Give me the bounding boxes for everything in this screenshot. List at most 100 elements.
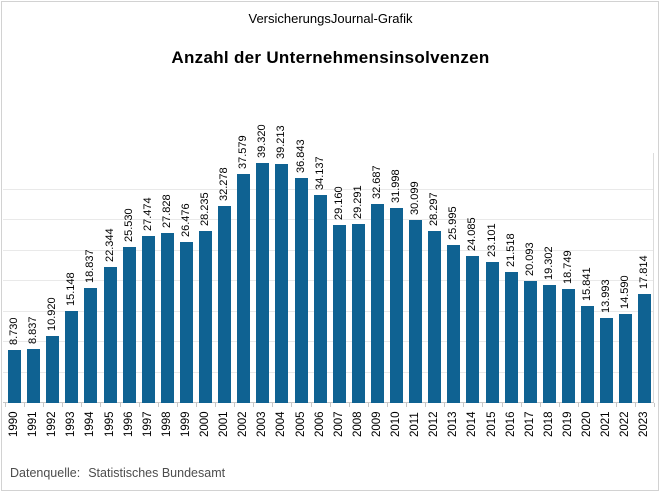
x-axis-tick bbox=[635, 403, 637, 407]
x-axis-label-2015: 2015 bbox=[485, 411, 498, 437]
bar-value-label-2001: 32.278 bbox=[218, 167, 231, 202]
gridline-20000 bbox=[3, 280, 654, 282]
x-axis-tick bbox=[329, 403, 331, 407]
gridline-30000 bbox=[3, 219, 654, 221]
x-axis-tick bbox=[520, 403, 522, 407]
bar-2000 bbox=[199, 230, 212, 403]
bar-2018 bbox=[542, 285, 556, 403]
bar-2022 bbox=[619, 314, 633, 403]
x-axis-label-2018: 2018 bbox=[542, 411, 555, 437]
x-axis-tick bbox=[597, 403, 599, 407]
x-axis-tick bbox=[444, 403, 446, 407]
bar-2013 bbox=[447, 244, 461, 403]
x-axis-label-2004: 2004 bbox=[275, 411, 288, 437]
x-axis-label-2003: 2003 bbox=[256, 411, 269, 437]
x-axis-tick bbox=[215, 403, 217, 407]
x-axis-label-2016: 2016 bbox=[504, 411, 517, 437]
bar-1992 bbox=[46, 336, 60, 403]
bar-2001 bbox=[218, 206, 232, 403]
x-axis-label-2014: 2014 bbox=[466, 411, 479, 437]
bar-value-label-2015: 23.101 bbox=[485, 223, 498, 258]
bar-2015 bbox=[485, 262, 499, 403]
bar-value-label-2012: 28.297 bbox=[428, 191, 441, 226]
x-axis-label-1992: 1992 bbox=[46, 411, 59, 437]
bar-value-label-2006: 34.137 bbox=[313, 156, 326, 190]
data-source: Datenquelle: Statistisches Bundesamt bbox=[10, 466, 225, 480]
x-axis-tick bbox=[558, 403, 560, 407]
gridline-15000 bbox=[3, 310, 654, 312]
x-axis-tick bbox=[577, 403, 579, 407]
x-axis-label-2022: 2022 bbox=[619, 411, 632, 437]
x-axis-label-2006: 2006 bbox=[313, 411, 326, 437]
x-axis-tick bbox=[539, 403, 541, 407]
x-axis-tick bbox=[4, 403, 6, 407]
x-axis-tick bbox=[367, 403, 369, 407]
bar-value-label-2017: 20.093 bbox=[523, 241, 536, 276]
x-axis-tick bbox=[81, 403, 83, 407]
bar-value-label-2018: 19.302 bbox=[542, 246, 555, 281]
bar-1990 bbox=[8, 349, 21, 403]
x-axis-tick bbox=[348, 403, 350, 407]
bar-1996 bbox=[122, 247, 136, 403]
gridline-35000 bbox=[3, 188, 654, 190]
x-axis-label-2011: 2011 bbox=[409, 412, 422, 437]
x-axis-label-2007: 2007 bbox=[332, 411, 345, 437]
bar-2007 bbox=[332, 225, 346, 403]
bar-value-label-2016: 21.518 bbox=[504, 233, 517, 267]
bar-2004 bbox=[275, 163, 289, 403]
bar-2006 bbox=[313, 194, 327, 403]
x-axis-label-2021: 2021 bbox=[600, 411, 613, 437]
x-axis-tick bbox=[616, 403, 618, 407]
x-axis-label-1999: 1999 bbox=[179, 411, 192, 437]
bar-2014 bbox=[466, 256, 480, 403]
bar-2002 bbox=[237, 173, 251, 403]
x-axis-label-2008: 2008 bbox=[351, 411, 364, 437]
x-axis-tick bbox=[310, 403, 312, 407]
bar-2019 bbox=[561, 288, 575, 403]
bar-value-label-2010: 31.998 bbox=[390, 169, 402, 203]
gridline-10000 bbox=[3, 341, 654, 343]
bar-value-label-2004: 39.213 bbox=[275, 125, 288, 159]
plot-area: 8.730 1990 8.837 1991 10.920 1992 15.148 1993 18… bbox=[3, 125, 656, 437]
x-axis-tick bbox=[386, 403, 388, 407]
bar-1995 bbox=[103, 266, 117, 403]
x-axis-tick bbox=[463, 403, 465, 407]
x-axis-tick bbox=[195, 403, 197, 407]
bar-2010 bbox=[390, 207, 403, 403]
x-axis-label-1997: 1997 bbox=[141, 411, 154, 437]
x-axis-label-1990: 1990 bbox=[8, 411, 20, 437]
x-axis-label-2020: 2020 bbox=[581, 411, 593, 437]
bar-2009 bbox=[370, 203, 384, 403]
bar-2003 bbox=[256, 163, 270, 403]
bar-value-label-2011: 30.099 bbox=[409, 180, 422, 215]
x-axis-tick bbox=[176, 403, 178, 407]
x-axis-label-1993: 1993 bbox=[65, 411, 78, 437]
x-axis-label-2009: 2009 bbox=[370, 411, 383, 437]
x-axis-label-1996: 1996 bbox=[122, 411, 135, 437]
x-axis-tick bbox=[272, 403, 274, 407]
x-axis-label-2005: 2005 bbox=[294, 411, 307, 437]
x-axis-label-2023: 2023 bbox=[638, 411, 651, 437]
bar-value-label-2000: 28.235 bbox=[199, 192, 211, 226]
bar-value-label-1998: 27.828 bbox=[160, 194, 173, 229]
bar-1993 bbox=[65, 310, 79, 403]
x-axis-tick bbox=[482, 403, 484, 407]
bar-value-label-1995: 22.344 bbox=[103, 228, 116, 262]
x-axis-tick bbox=[43, 403, 45, 407]
x-axis-label-2019: 2019 bbox=[561, 411, 574, 437]
bar-value-label-2005: 36.843 bbox=[294, 139, 307, 174]
bar-value-label-2007: 29.160 bbox=[332, 186, 345, 221]
x-axis-tick bbox=[654, 403, 656, 407]
x-axis-tick bbox=[100, 403, 102, 407]
x-axis-tick bbox=[425, 403, 427, 407]
x-axis-tick bbox=[291, 403, 293, 407]
bar-1997 bbox=[141, 235, 155, 403]
bar-value-label-2003: 39.320 bbox=[256, 124, 269, 159]
x-axis-tick bbox=[62, 403, 64, 407]
x-axis-label-2000: 2000 bbox=[199, 411, 211, 437]
x-axis-tick bbox=[138, 403, 140, 407]
bar-2023 bbox=[638, 294, 652, 403]
brand-header: VersicherungsJournal-Grafik bbox=[248, 11, 413, 26]
x-axis-tick bbox=[253, 403, 255, 407]
